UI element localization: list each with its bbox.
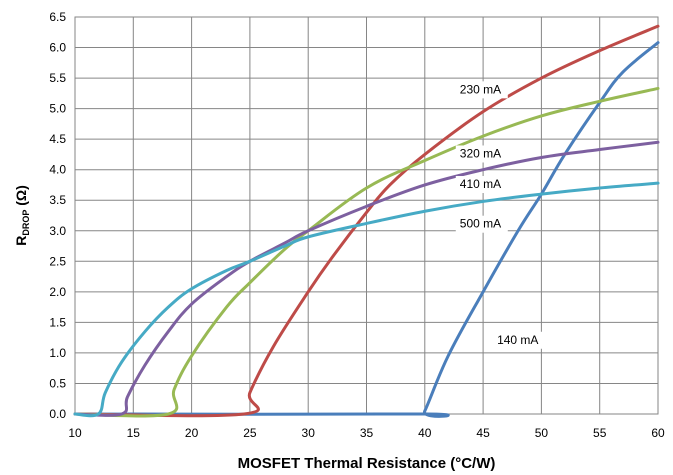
series-labels: 140 mA 230 mA 320 mA 410 mA 500 mA [455, 81, 546, 349]
x-tick-label: 15 [127, 426, 141, 440]
series-label-410-ma: 410 mA [460, 177, 501, 191]
x-tick-label: 20 [185, 426, 199, 440]
series-label-500-ma: 500 mA [460, 217, 501, 231]
y-tick-label: 1.5 [49, 315, 66, 329]
series-label-230-ma: 230 mA [460, 82, 501, 96]
x-tick-label: 60 [651, 426, 665, 440]
y-axis-title-unit: (Ω) [13, 185, 29, 209]
y-tick-label: 2.5 [49, 254, 66, 268]
y-tick-label: 5.5 [49, 71, 66, 85]
series-line-230-ma [73, 24, 660, 418]
series-line-500-ma [73, 181, 660, 418]
y-tick-label: 6.5 [49, 10, 66, 24]
x-tick-label: 10 [68, 426, 82, 440]
y-axis-ticks: 0.0 0.5 1.0 1.5 2.0 2.5 3.0 3.5 4.0 4.5 5.0 5.5 6.0 6… [49, 10, 66, 421]
x-tick-label: 25 [243, 426, 257, 440]
x-axis-ticks: 10 15 20 25 30 35 40 45 50 55 60 [68, 426, 665, 440]
y-tick-label: 3.0 [49, 224, 66, 238]
y-tick-label: 0.0 [49, 407, 66, 421]
y-tick-label: 1.0 [49, 346, 66, 360]
x-tick-label: 55 [593, 426, 607, 440]
y-tick-label: 3.5 [49, 193, 66, 207]
y-tick-label: 5.0 [49, 102, 66, 116]
y-tick-label: 2.0 [49, 285, 66, 299]
x-tick-label: 30 [302, 426, 316, 440]
y-axis-title-main: R [13, 236, 29, 246]
series-label-background [455, 215, 508, 233]
series-layer [73, 24, 660, 418]
y-axis-title: RDROP (Ω) [13, 185, 31, 246]
x-axis-title: MOSFET Thermal Resistance (°C/W) [238, 455, 496, 472]
series-label-320-ma: 320 mA [460, 146, 501, 160]
x-tick-label: 45 [476, 426, 490, 440]
x-tick-label: 35 [360, 426, 374, 440]
x-tick-label: 50 [535, 426, 549, 440]
series-label-background [455, 176, 508, 194]
series-label-background [455, 145, 508, 163]
y-tick-label: 0.5 [49, 376, 66, 390]
x-tick-label: 40 [418, 426, 432, 440]
series-label-background [455, 81, 508, 99]
series-label-background [493, 331, 546, 349]
y-axis-title-subscript: DROP [21, 210, 31, 236]
series-line-410-ma [73, 140, 660, 417]
series-label-140-ma: 140 mA [497, 333, 538, 347]
y-tick-label: 4.0 [49, 163, 66, 177]
y-tick-label: 4.5 [49, 132, 66, 146]
y-tick-label: 6.0 [49, 41, 66, 55]
